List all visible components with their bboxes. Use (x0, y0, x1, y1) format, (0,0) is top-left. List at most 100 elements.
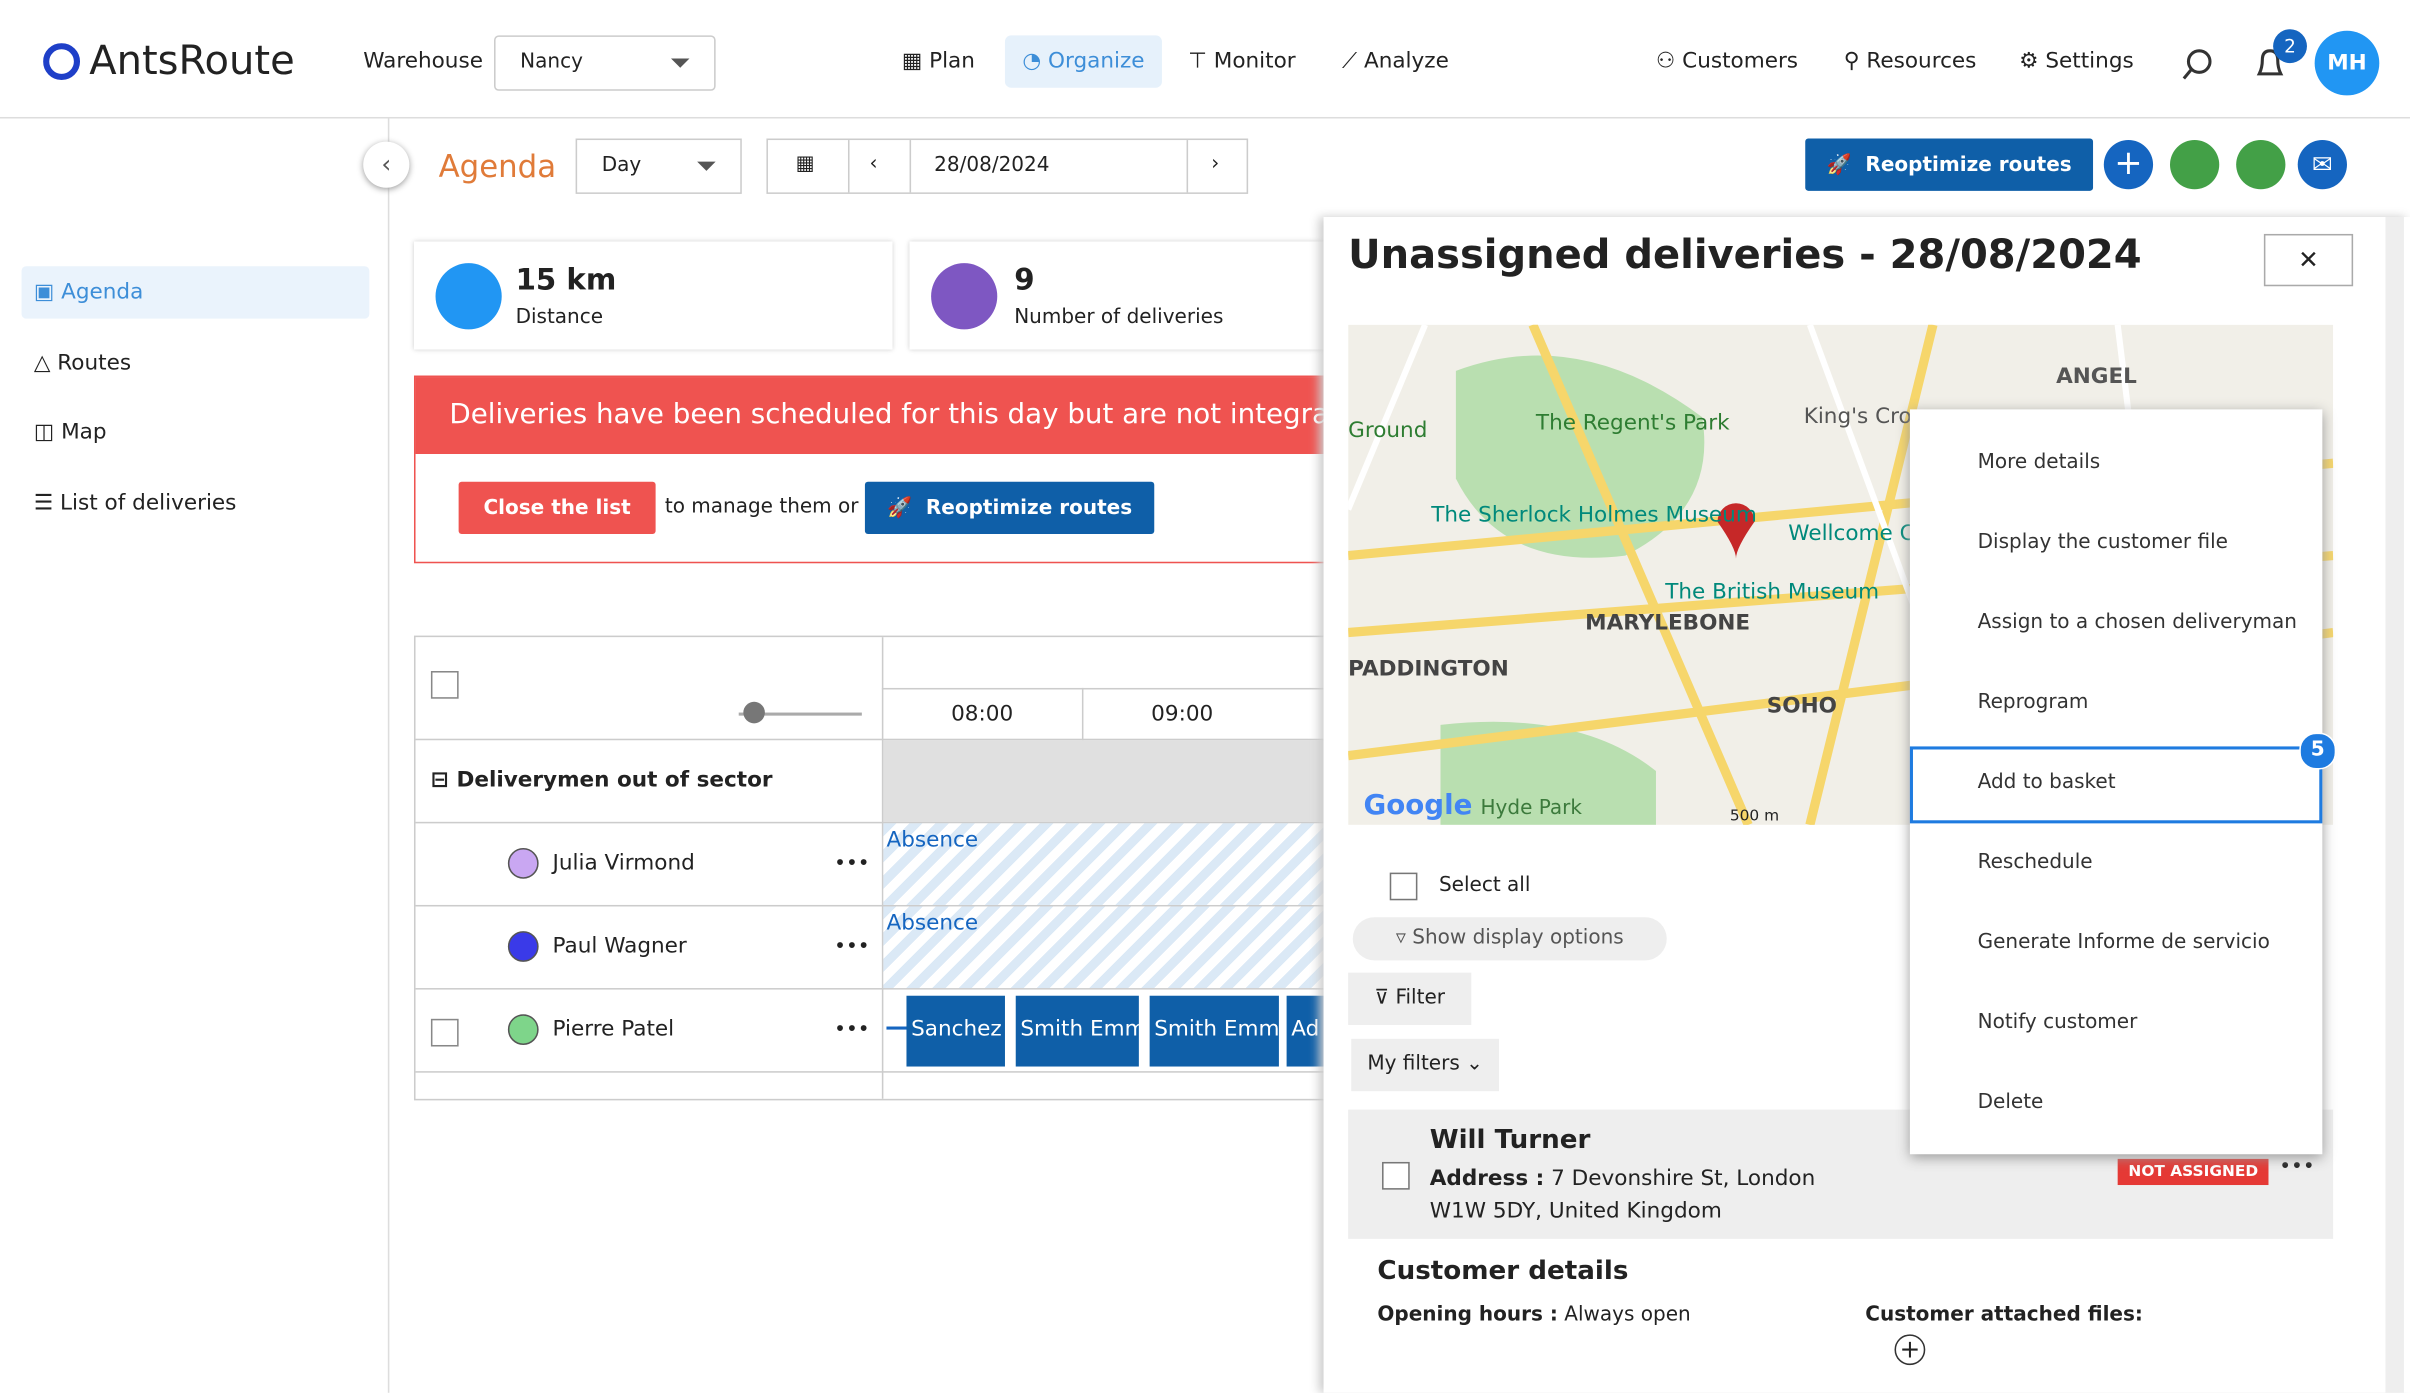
menu-item[interactable]: More details (1977, 450, 2101, 475)
notification-badge: 2 (2273, 29, 2307, 64)
nav-text: Customers (1682, 49, 1799, 74)
map-label: ANGEL (2056, 364, 2137, 389)
sidebar-item[interactable]: ◫ Map (33, 420, 107, 445)
header: AntsRoute Warehouse Nancy ▦ Plan ◔ Organ… (0, 0, 2410, 119)
task[interactable]: Sanchez (906, 995, 1005, 1067)
section-title: Customer details (1377, 1255, 1629, 1287)
reoptimize-button[interactable]: 🚀 Reoptimize routes (1805, 138, 2094, 191)
nav-text: Monitor (1213, 49, 1296, 74)
opening-hours: Always open (1564, 1303, 1691, 1327)
sidebar-text: Agenda (61, 280, 144, 305)
task[interactable]: Smith Emm (1015, 995, 1139, 1067)
nav-text: Settings (2045, 49, 2134, 74)
close-list-button[interactable]: Close the list (458, 481, 656, 535)
button-text: Reoptimize routes (925, 496, 1133, 520)
context-menu: More details Display the customer file A… (1909, 409, 2337, 1155)
menu-item[interactable]: Delete (1977, 1091, 2044, 1115)
files-label: Customer attached files: (1865, 1303, 2143, 1327)
stat-card: 9 Number of deliveries (910, 242, 1341, 350)
date-value: 28/08/2024 (934, 153, 1050, 177)
map-label: 500 m (1730, 806, 1779, 824)
sidebar-item[interactable]: ☰ List of deliveries (33, 490, 237, 516)
warehouse-select[interactable]: Nancy (494, 35, 716, 91)
close-button[interactable]: ✕ (2263, 233, 2354, 287)
warehouse-value: Nancy (520, 50, 583, 74)
card-menu[interactable]: ••• (2279, 1155, 2315, 1179)
row-menu[interactable]: ••• (834, 852, 870, 876)
reoptimize-button[interactable]: 🚀 Reoptimize routes (864, 481, 1155, 535)
nav-monitor[interactable]: ⊤ Monitor (1188, 49, 1296, 74)
map-label: The Sherlock Holmes Museum (1430, 503, 1757, 528)
nav-resources[interactable]: ⚲ Resources (1843, 49, 1977, 74)
driver-name: Julia Virmond (552, 851, 695, 876)
collapse-button[interactable]: ‹ (363, 141, 410, 188)
button-text: Reoptimize routes (1865, 153, 2072, 177)
customer-name: Will Turner (1429, 1125, 1591, 1156)
sidebar-item[interactable]: △ Routes (33, 350, 132, 376)
panel-title: Unassigned deliveries - 28/08/2024 (1348, 232, 2142, 279)
menu-item[interactable]: Add to basket (1977, 771, 2116, 795)
nav-settings[interactable]: ⚙ Settings (2019, 49, 2134, 74)
schedule: 08:00 09:00 ⊟ Deliverymen out of sector … (413, 635, 1341, 1101)
warehouse-label: Warehouse (363, 49, 483, 74)
my-filters[interactable]: My filters ⌄ (1351, 1038, 1499, 1092)
time-label: 09:00 (1151, 701, 1214, 727)
logo-icon (43, 43, 81, 81)
driver-name: Pierre Patel (552, 1017, 675, 1042)
nav-text: Organize (1048, 49, 1145, 74)
add-button[interactable]: + (2103, 140, 2154, 190)
display-options[interactable]: ▿ Show display options (1352, 917, 1667, 961)
nav-plan[interactable]: ▦ Plan (901, 49, 975, 74)
map-label: PADDINGTON (1348, 657, 1509, 682)
view-value: Day (601, 153, 642, 177)
task[interactable]: Smith Emm (1149, 995, 1279, 1067)
menu-item[interactable]: Reschedule (1977, 851, 2093, 875)
stat-label: Distance (515, 306, 604, 330)
mail-button[interactable]: ✉ (2297, 140, 2347, 190)
button-text: My filters (1367, 1052, 1460, 1076)
button-text: Show display options (1412, 926, 1624, 950)
bell-icon[interactable] (2253, 46, 2287, 83)
sidebar-text: Routes (57, 350, 132, 376)
filter-button[interactable]: ⊽ Filter (1348, 972, 1472, 1025)
select-all[interactable]: Select all (1438, 874, 1531, 898)
logo: AntsRoute (89, 38, 295, 85)
sidebar-text: List of deliveries (60, 490, 237, 516)
map-label: Google (1364, 788, 1473, 821)
sidebar-text: Map (61, 420, 107, 445)
stat-card: 15 km Distance (414, 242, 893, 350)
nav-analyze[interactable]: ⟋ Analyze (1342, 49, 1449, 74)
view-select[interactable]: Day (575, 138, 742, 194)
absence-label: Absence (886, 911, 979, 936)
address-label: Address : (1429, 1166, 1545, 1192)
date-picker[interactable]: ▦ ‹ › 28/08/2024 (766, 138, 1249, 194)
nav-organize[interactable]: ◔ Organize (1004, 35, 1162, 88)
alert-message: Deliveries have been scheduled for this … (415, 377, 1339, 455)
stat-label: Number of deliveries (1014, 306, 1224, 330)
map-label: Hyde Park (1481, 795, 1583, 819)
lock-button[interactable] (2236, 140, 2286, 190)
add-file[interactable]: + (1894, 1334, 1926, 1366)
menu-item[interactable]: Generate Informe de servicio (1977, 931, 2270, 955)
nav-text: Plan (929, 49, 975, 74)
address: W1W 5DY, United Kingdom (1429, 1198, 1722, 1224)
map-label: MARYLEBONE (1585, 610, 1750, 635)
avatar[interactable]: MH (2314, 30, 2380, 96)
row-menu[interactable]: ••• (834, 1018, 870, 1042)
stat-value: 15 km (515, 263, 617, 298)
stat-value: 9 (1014, 263, 1035, 298)
opening-label: Opening hours : (1377, 1303, 1558, 1327)
menu-item[interactable]: Display the customer file (1977, 530, 2228, 555)
row-menu[interactable]: ••• (834, 935, 870, 959)
nav-customers[interactable]: ⚇ Customers (1655, 49, 1799, 74)
absence-label: Absence (886, 827, 979, 853)
search-icon[interactable] (2179, 46, 2216, 83)
cloud-button[interactable] (2169, 140, 2220, 190)
sidebar-item[interactable]: ▣ Agenda (33, 280, 144, 305)
menu-item[interactable]: Notify customer (1977, 1011, 2138, 1035)
menu-item[interactable]: Assign to a chosen deliveryman (1977, 610, 2297, 635)
nav-text: Resources (1866, 49, 1977, 74)
driver-name: Paul Wagner (552, 934, 687, 959)
menu-item[interactable]: Reprogram (1977, 691, 2089, 715)
